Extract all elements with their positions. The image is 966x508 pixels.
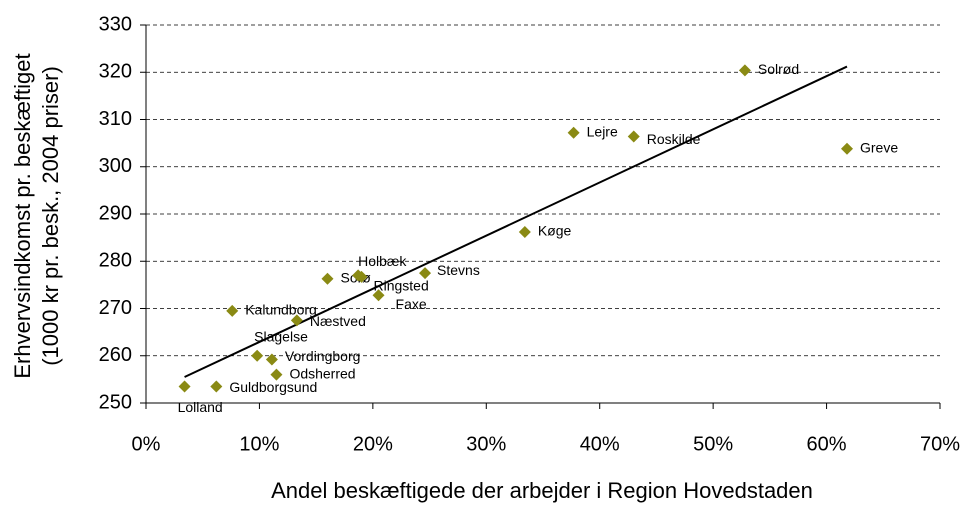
x-tick-label: 0% xyxy=(132,433,161,455)
data-point xyxy=(251,349,264,362)
point-label: Holbæk xyxy=(358,253,407,269)
x-tick-label: 60% xyxy=(807,433,847,455)
data-point xyxy=(321,272,334,285)
x-tick-label: 30% xyxy=(466,433,506,455)
point-label: Lolland xyxy=(178,399,223,415)
y-tick-label: 280 xyxy=(99,250,132,272)
point-label: Odsherred xyxy=(289,365,355,381)
point-label: Solrød xyxy=(758,61,799,77)
data-point xyxy=(419,267,432,280)
y-tick-label: 270 xyxy=(99,297,132,319)
data-point xyxy=(270,368,283,381)
data-point xyxy=(178,380,191,393)
data-point xyxy=(840,142,853,155)
point-label: Kalundborg xyxy=(245,302,317,318)
point-label: Faxe xyxy=(396,296,427,312)
point-label: Lejre xyxy=(587,123,618,139)
data-point xyxy=(265,353,278,366)
data-point xyxy=(210,380,223,393)
y-tick-label: 300 xyxy=(99,155,132,177)
data-point xyxy=(518,225,531,238)
data-point xyxy=(627,130,640,143)
x-tick-label: 70% xyxy=(920,433,960,455)
x-tick-label: 10% xyxy=(239,433,279,455)
y-tick-label: 250 xyxy=(99,391,132,413)
point-label: Næstved xyxy=(310,313,366,329)
data-point xyxy=(355,270,368,283)
point-label: Guldborgsund xyxy=(229,379,317,395)
y-tick-label: 320 xyxy=(99,61,132,83)
y-axis-label: Erhvervsindkomst pr. beskæftiget xyxy=(10,53,35,378)
point-label: Ringsted xyxy=(374,278,429,294)
y-axis-label: (1000 kr pr. besk., 2004 priser) xyxy=(38,66,63,366)
point-label: Slagelse xyxy=(254,328,308,344)
data-point xyxy=(226,304,239,317)
point-label: Greve xyxy=(860,139,898,155)
data-point xyxy=(567,126,580,139)
data-point xyxy=(738,64,751,77)
y-tick-label: 310 xyxy=(99,108,132,130)
y-tick-label: 290 xyxy=(99,202,132,224)
x-tick-label: 50% xyxy=(693,433,733,455)
data-point xyxy=(290,314,303,327)
trend-line xyxy=(184,65,848,378)
y-tick-label: 330 xyxy=(99,13,132,35)
point-label: Roskilde xyxy=(647,131,701,147)
data-point xyxy=(372,289,385,302)
x-tick-label: 20% xyxy=(353,433,393,455)
point-label: Vordingborg xyxy=(285,348,361,364)
point-label: Stevns xyxy=(437,262,480,278)
point-label: Køge xyxy=(538,223,572,239)
x-tick-label: 40% xyxy=(580,433,620,455)
x-axis-label: Andel beskæftigede der arbejder i Region… xyxy=(271,478,813,503)
y-tick-label: 260 xyxy=(99,344,132,366)
